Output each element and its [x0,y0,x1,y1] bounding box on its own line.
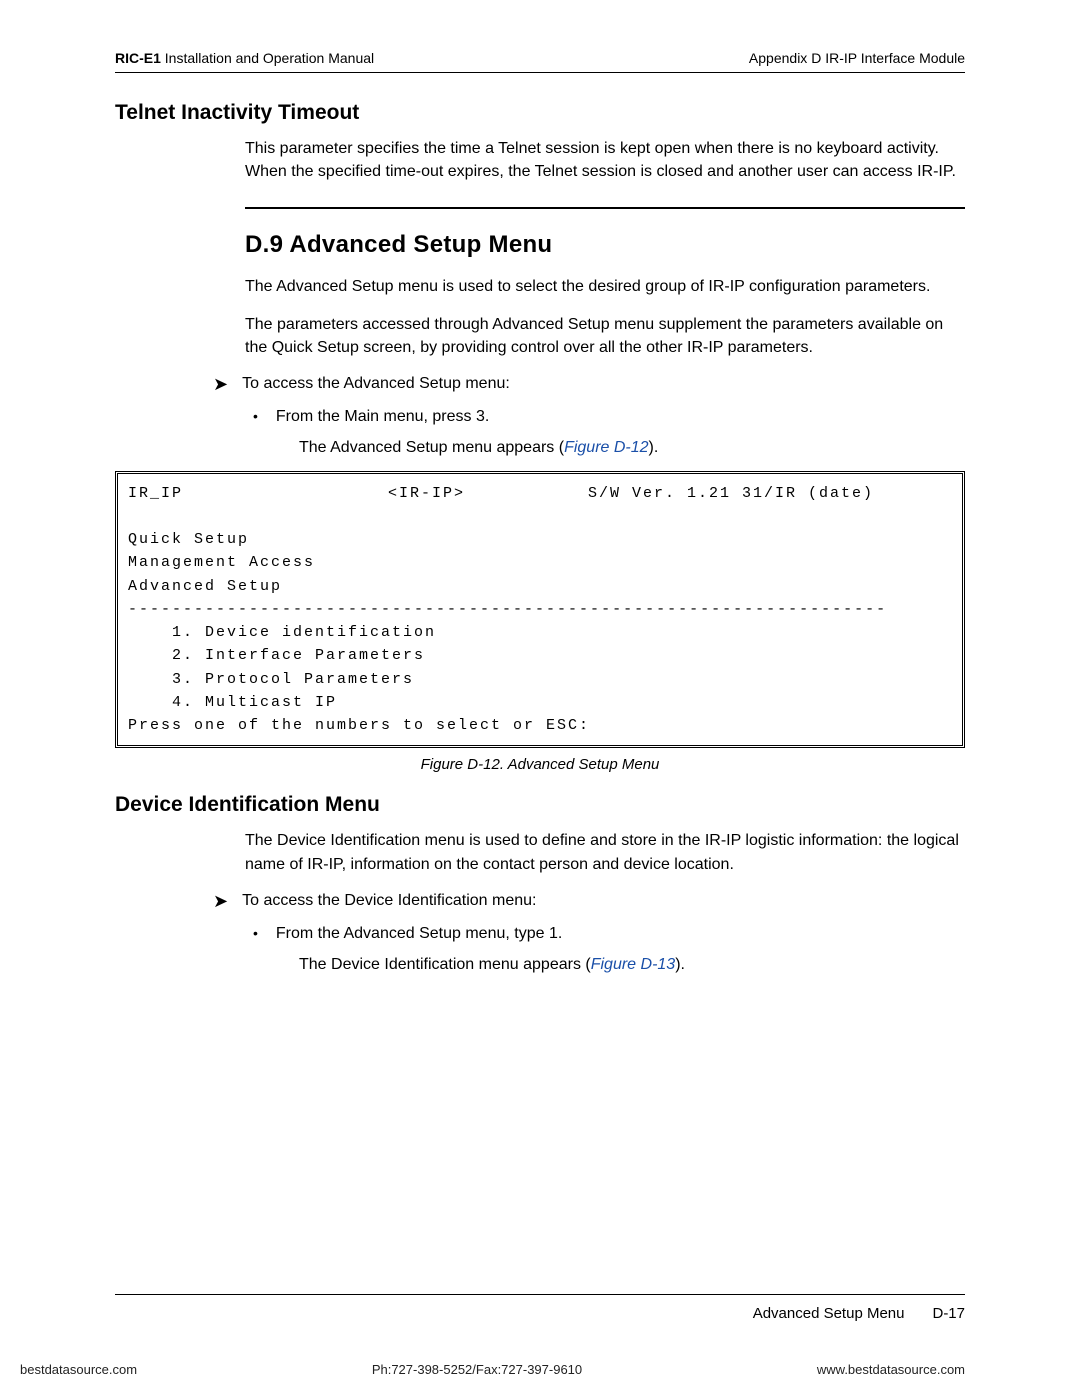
term-l3: Advanced Setup [128,575,952,598]
header-title-rest: Installation and Operation Manual [161,50,374,66]
paragraph-device-id: The Device Identification menu is used t… [245,829,965,875]
section-divider [245,207,965,209]
heading-telnet-timeout: Telnet Inactivity Timeout [115,101,965,125]
terminal-header: IR_IP<IR-IP>S/W Ver. 1.21 31/IR (date) [128,482,952,505]
term-head-right: S/W Ver. 1.21 31/IR (date) [588,482,874,505]
header-left: RIC-E1 Installation and Operation Manual [115,50,374,66]
paragraph-telnet-timeout: This parameter specifies the time a Teln… [245,137,965,183]
term-m2: 2. Interface Parameters [128,644,952,667]
header-product: RIC-E1 [115,50,161,66]
bullet-text-adv: From the Main menu, press 3. [276,406,489,428]
sub-post: ). [649,439,659,456]
bullet-text-dev: From the Advanced Setup menu, type 1. [276,923,562,945]
term-m1: 1. Device identification [128,621,952,644]
term-head-mid: <IR-IP> [388,482,588,505]
figure-caption-d12: Figure D-12. Advanced Setup Menu [115,756,965,773]
procedure-text-dev: To access the Device Identification menu… [242,890,536,912]
footer-domain-right: www.bestdatasource.com [817,1362,965,1377]
term-l2: Management Access [128,551,952,574]
footer-phone: Ph:727-398-5252/Fax:727-397-9610 [372,1362,582,1377]
procedure-text-adv: To access the Advanced Setup menu: [242,373,510,395]
term-l1: Quick Setup [128,528,952,551]
term-m4: 4. Multicast IP [128,691,952,714]
term-prompt: Press one of the numbers to select or ES… [128,714,952,737]
bullet-icon: • [253,406,258,427]
arrow-icon: ➤ [213,890,228,913]
paragraph-adv-2: The parameters accessed through Advanced… [245,313,965,359]
page-header: RIC-E1 Installation and Operation Manual… [115,50,965,73]
heading-device-id: Device Identification Menu [115,793,965,817]
sub-text-adv: The Advanced Setup menu appears (Figure … [299,439,965,457]
footer-domain-left: bestdatasource.com [20,1362,137,1377]
term-m3: 3. Protocol Parameters [128,668,952,691]
term-blank [128,505,952,528]
term-divider: ----------------------------------------… [128,598,952,621]
footer-page: D-17 [932,1305,965,1322]
footer-label: Advanced Setup Menu [753,1305,905,1322]
sub-post-dev: ). [675,956,685,973]
procedure-row-dev: ➤ To access the Device Identification me… [213,890,965,913]
figure-link-d12[interactable]: Figure D-12 [564,439,648,456]
footer-top: Advanced Setup Menu D-17 [115,1295,965,1322]
footer-bottom: bestdatasource.com Ph:727-398-5252/Fax:7… [0,1362,1080,1377]
bullet-icon: • [253,923,258,944]
heading-advanced-setup: D.9 Advanced Setup Menu [245,231,965,259]
terminal-screen: IR_IP<IR-IP>S/W Ver. 1.21 31/IR (date) Q… [115,471,965,749]
sub-pre-dev: The Device Identification menu appears ( [299,956,591,973]
paragraph-adv-1: The Advanced Setup menu is used to selec… [245,275,965,298]
term-head-left: IR_IP [128,482,388,505]
arrow-icon: ➤ [213,373,228,396]
sub-pre: The Advanced Setup menu appears ( [299,439,564,456]
bullet-row-adv: • From the Main menu, press 3. [253,406,965,428]
bullet-row-dev: • From the Advanced Setup menu, type 1. [253,923,965,945]
sub-text-dev: The Device Identification menu appears (… [299,956,965,974]
procedure-row-adv: ➤ To access the Advanced Setup menu: [213,373,965,396]
header-right: Appendix D IR-IP Interface Module [749,50,965,66]
figure-link-d13[interactable]: Figure D-13 [591,956,675,973]
